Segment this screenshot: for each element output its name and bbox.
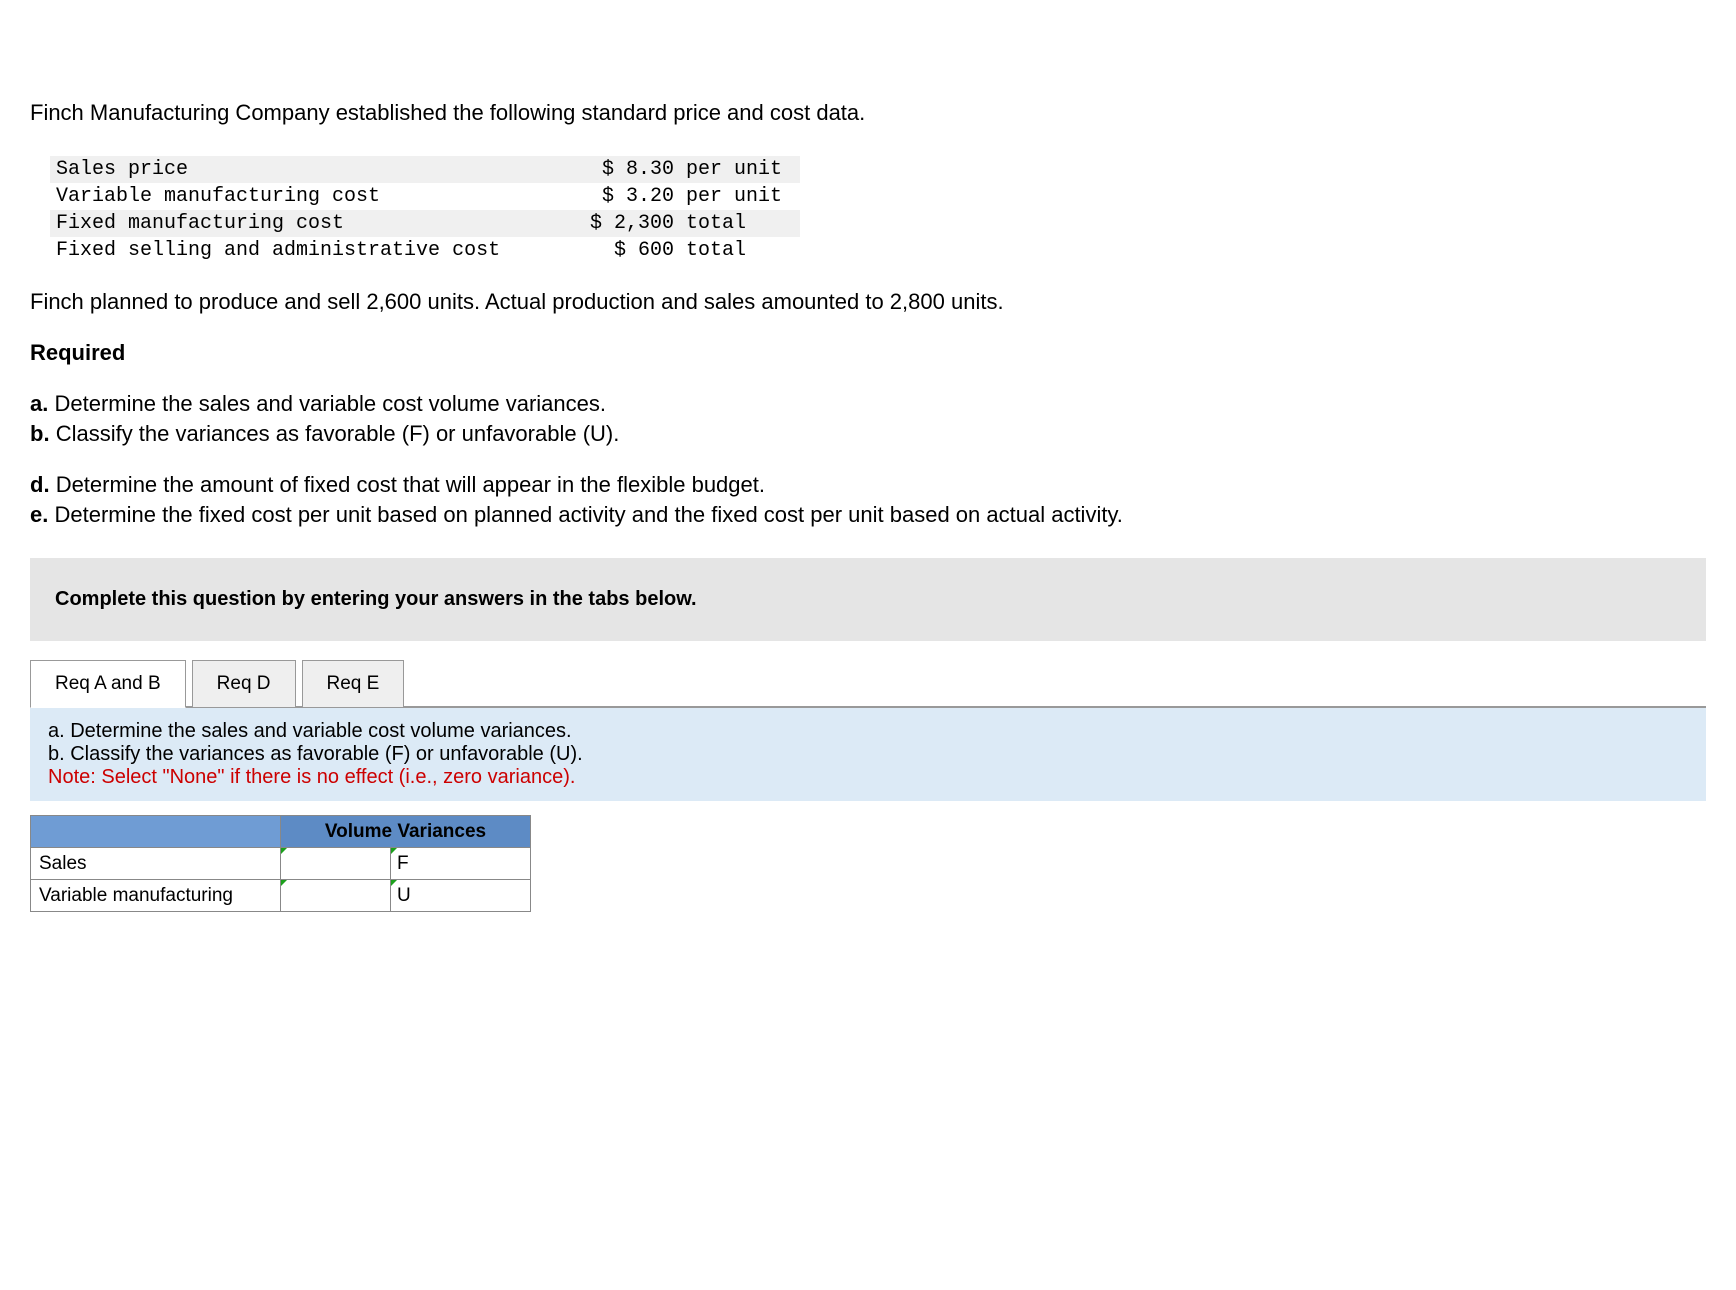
tab-instructions: a. Determine the sales and variable cost… [30, 707, 1706, 801]
cost-label: Fixed manufacturing cost [50, 210, 580, 237]
cost-value: $ 600 [580, 237, 680, 264]
tab-req-d[interactable]: Req D [192, 660, 296, 708]
req-e-text: Determine the fixed cost per unit based … [54, 502, 1122, 527]
variance-header-empty [31, 816, 281, 848]
required-heading: Required [30, 340, 1706, 366]
plan-sentence: Finch planned to produce and sell 2,600 … [30, 289, 1706, 315]
table-row: Fixed selling and administrative cost $ … [50, 237, 800, 264]
intro-text: Finch Manufacturing Company established … [30, 100, 1706, 126]
tab-bar: Req A and B Req D Req E [30, 659, 1706, 707]
req-a-label: a. [30, 391, 48, 416]
variance-fu-select[interactable]: U [391, 880, 531, 912]
tab-note-line2: b. Classify the variances as favorable (… [48, 743, 1688, 766]
instruction-bar: Complete this question by entering your … [30, 558, 1706, 641]
cost-unit: per unit [680, 183, 800, 210]
req-b-label: b. [30, 421, 50, 446]
req-a-text: Determine the sales and variable cost vo… [54, 391, 606, 416]
variance-amount-input[interactable] [281, 880, 391, 912]
variance-row-label: Sales [31, 848, 281, 880]
req-b-text: Classify the variances as favorable (F) … [56, 421, 620, 446]
dropdown-indicator-icon [281, 848, 287, 854]
req-d-text: Determine the amount of fixed cost that … [56, 472, 765, 497]
dropdown-indicator-icon [391, 848, 397, 854]
cost-label: Sales price [50, 156, 580, 183]
tab-note-line3: Note: Select "None" if there is no effec… [48, 766, 1688, 789]
table-row: Sales price $ 8.30 per unit [50, 156, 800, 183]
variance-fu-select[interactable]: F [391, 848, 531, 880]
req-e-label: e. [30, 502, 48, 527]
cost-value: $ 3.20 [580, 183, 680, 210]
variance-header: Volume Variances [281, 816, 531, 848]
cost-label: Variable manufacturing cost [50, 183, 580, 210]
tab-req-e[interactable]: Req E [302, 660, 405, 708]
requirements-list: a. Determine the sales and variable cost… [30, 391, 1706, 447]
table-row: Variable manufacturing cost $ 3.20 per u… [50, 183, 800, 210]
req-d-label: d. [30, 472, 50, 497]
variance-amount-input[interactable] [281, 848, 391, 880]
tab-req-a-b[interactable]: Req A and B [30, 660, 186, 708]
cost-value: $ 2,300 [580, 210, 680, 237]
cost-unit: per unit [680, 156, 800, 183]
variance-row-label: Variable manufacturing [31, 880, 281, 912]
table-row: Fixed manufacturing cost $ 2,300 total [50, 210, 800, 237]
tab-note-line1: a. Determine the sales and variable cost… [48, 720, 1688, 743]
table-row: Sales F [31, 848, 531, 880]
cost-data-table: Sales price $ 8.30 per unit Variable man… [50, 156, 800, 264]
dropdown-indicator-icon [281, 880, 287, 886]
cost-unit: total [680, 210, 800, 237]
table-row: Variable manufacturing U [31, 880, 531, 912]
requirements-list-2: d. Determine the amount of fixed cost th… [30, 472, 1706, 528]
cost-value: $ 8.30 [580, 156, 680, 183]
variance-table: Volume Variances Sales F Variable manufa… [30, 815, 531, 912]
cost-label: Fixed selling and administrative cost [50, 237, 580, 264]
cost-unit: total [680, 237, 800, 264]
dropdown-indicator-icon [391, 880, 397, 886]
